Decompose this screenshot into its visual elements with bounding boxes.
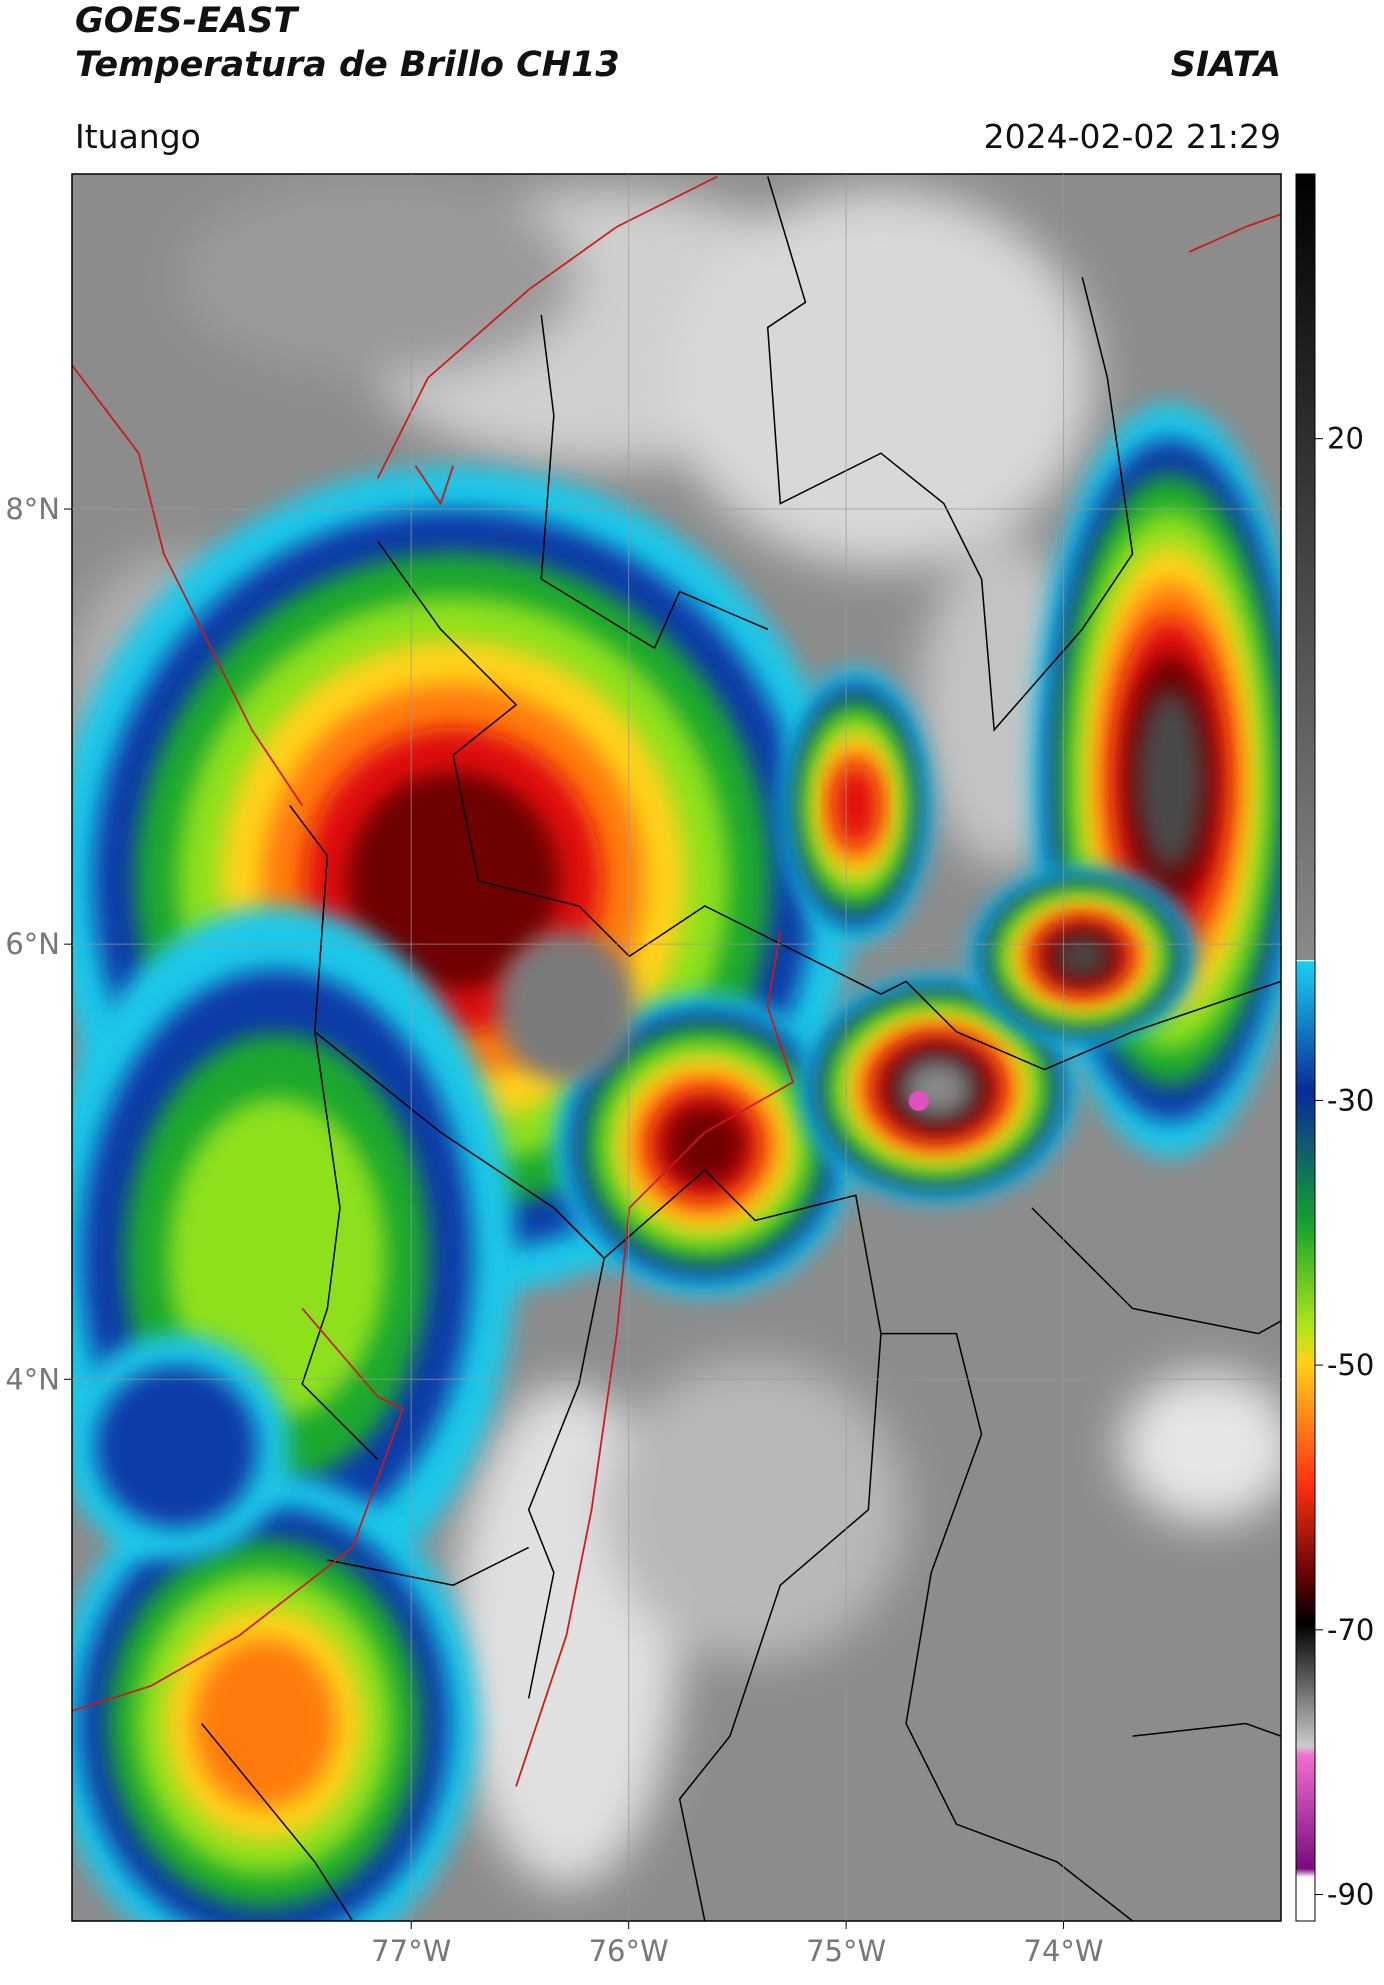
cloud-core: [908, 1090, 929, 1112]
y-tick-label: 8°N: [5, 492, 60, 526]
cloud-layer: [347, 771, 560, 991]
cloud-core: [497, 931, 636, 1083]
colorbar-tick-label: -70: [1327, 1613, 1374, 1647]
y-tick-label: 6°N: [5, 927, 60, 961]
cloud-layer: [833, 764, 878, 847]
x-tick-label: 74°W: [1024, 1934, 1104, 1968]
timestamp: 2024-02-02 21:29: [984, 117, 1281, 156]
cloud-layer: [1137, 690, 1204, 871]
source: SIATA: [1171, 45, 1281, 85]
x-tick-label: 77°W: [371, 1934, 451, 1968]
x-tick-label: 75°W: [806, 1934, 886, 1968]
colorbar-tick-label: 20: [1327, 422, 1364, 456]
colorbar: [1295, 173, 1316, 1922]
title-line: Temperatura de Brillo CH13: [75, 45, 620, 85]
cloud-layer: [193, 1639, 336, 1808]
y-tick-label: 4°N: [5, 1362, 60, 1396]
cloud-layer: [1055, 935, 1110, 978]
location: Ituango: [75, 117, 201, 156]
cloud-layer: [168, 1098, 386, 1419]
x-tick-label: 76°W: [589, 1934, 669, 1968]
cloud-layer: [95, 1365, 258, 1528]
colorbar-tick-label: -90: [1327, 1878, 1374, 1912]
colorbar-tick-label: -50: [1327, 1348, 1374, 1382]
map-frame: [71, 173, 1282, 1922]
colorbar-tick-label: -30: [1327, 1083, 1374, 1117]
satellite-image: [72, 174, 1281, 1921]
cloud-layer: [665, 1105, 745, 1185]
title-line: GOES-EAST: [75, 1, 300, 41]
